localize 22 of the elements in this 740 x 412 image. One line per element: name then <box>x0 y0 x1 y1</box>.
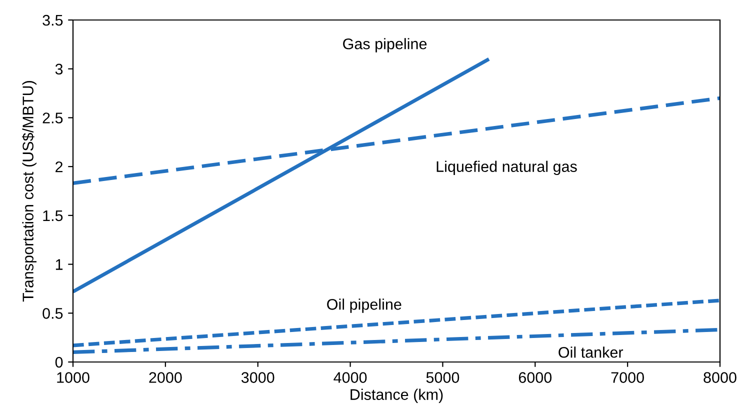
series-label: Liquefied natural gas <box>436 160 577 176</box>
y-axis-title: Transportation cost (US$/MBTU) <box>22 81 36 302</box>
y-tick-label: 1 <box>56 259 63 270</box>
x-tick-label: 5000 <box>426 372 460 383</box>
y-tick-label: 3.5 <box>42 14 63 26</box>
y-tick-label: 1.5 <box>43 210 63 222</box>
y-tick-label: 2 <box>56 161 63 172</box>
x-tick-label: 4000 <box>334 372 367 383</box>
x-tick-label: 2000 <box>149 372 182 383</box>
x-tick-label: 8000 <box>704 372 736 383</box>
x-tick-label: 7000 <box>611 372 644 383</box>
text: Gas pipeline <box>343 38 427 52</box>
y-tick-label: 0 <box>55 356 63 368</box>
series-label: Oil pipeline <box>327 298 402 313</box>
x-tick-label: 3000 <box>241 372 274 383</box>
y-tick-label: 3 <box>55 64 63 75</box>
y-tick-label: 2.5 <box>42 112 63 124</box>
series-label: Oil tanker <box>558 346 624 358</box>
x-tick-label: 6000 <box>518 372 552 383</box>
y-tick-label: 0.5 <box>42 308 63 319</box>
x-tick-label: 1000 <box>57 372 90 383</box>
x-axis-title: Distance (km) <box>350 388 443 403</box>
